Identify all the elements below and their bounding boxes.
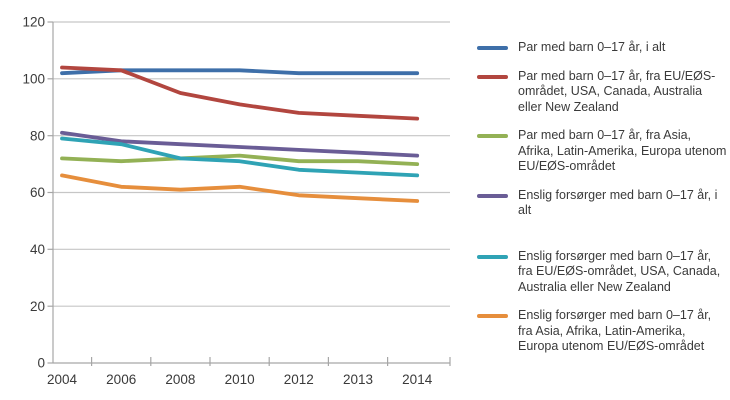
y-tick-label: 60: [30, 185, 45, 200]
series-line-2: [60, 153, 420, 167]
legend-item: Enslig forsørger med barn 0–17 år, fra A…: [477, 308, 727, 355]
legend-swatch: [477, 193, 508, 198]
legend-item: Par med barn 0–17 år, fra Asia, Afrika, …: [477, 128, 727, 175]
legend-label: Enslig forsørger med barn 0–17 år, fra E…: [518, 248, 721, 294]
legend-swatch: [477, 254, 508, 259]
y-tick-label: 0: [37, 356, 45, 371]
series-line-3: [60, 130, 420, 158]
y-tick-label: 80: [30, 128, 45, 143]
x-tick-label: 2010: [225, 372, 255, 387]
x-tick-label: 2006: [106, 372, 136, 387]
legend-item: Par med barn 0–17 år, i alt: [477, 40, 727, 56]
legend-label: Par med barn 0–17 år, fra Asia, Afrika, …: [518, 128, 727, 173]
legend-item: Par med barn 0–17 år, fra EU/EØS-området…: [477, 69, 727, 116]
series-line-5: [60, 173, 420, 203]
line-chart-svg: 0 20 40 60 80 100 120 2004 2006 2008 2010 2012 2013 2…: [22, 15, 451, 387]
y-tick-label: 40: [30, 242, 45, 257]
x-tick-label: 2012: [284, 372, 314, 387]
legend-label: Par med barn 0–17 år, i alt: [518, 40, 666, 54]
y-tick-label: 100: [22, 72, 45, 87]
legend-swatch: [477, 314, 508, 318]
x-tick-label: 2008: [165, 372, 195, 387]
series-line-4: [60, 136, 420, 178]
legend-item: Enslig forsørger med barn 0–17 år, i alt: [477, 188, 727, 219]
legend-label: Enslig forsørger med barn 0–17 år, fra A…: [518, 308, 712, 353]
legend: Par med barn 0–17 år, i alt Par med barn…: [477, 40, 727, 355]
x-tick-label: 2014: [402, 372, 433, 387]
legend-swatch: [477, 74, 508, 79]
legend-label: Enslig forsørger med barn 0–17 år, i alt: [518, 187, 718, 218]
y-tick-label: 20: [30, 299, 45, 314]
legend-swatch: [477, 134, 508, 138]
legend-swatch: [477, 46, 508, 50]
y-tick-label: 120: [22, 15, 45, 30]
series-line-1: [60, 65, 420, 121]
x-tick-label: 2013: [343, 372, 373, 387]
legend-label: Par med barn 0–17 år, fra EU/EØS-området…: [518, 68, 716, 114]
x-tick-label: 2004: [47, 372, 78, 387]
legend-item: Enslig forsørger med barn 0–17 år, fra E…: [477, 249, 727, 296]
